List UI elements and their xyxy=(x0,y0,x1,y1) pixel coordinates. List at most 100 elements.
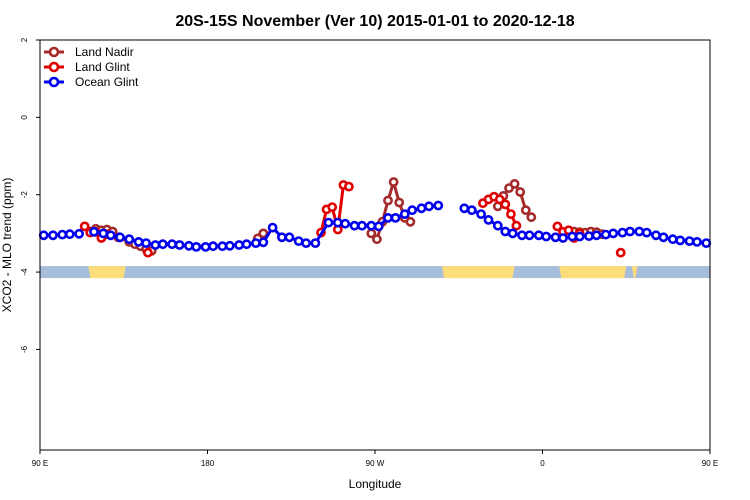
legend-label: Land Nadir xyxy=(75,45,134,59)
data-point xyxy=(520,205,531,216)
data-point xyxy=(174,240,185,250)
data-point xyxy=(492,220,503,231)
data-point xyxy=(509,178,520,189)
data-point xyxy=(191,241,202,252)
land-mask-segment xyxy=(442,266,515,279)
data-point xyxy=(74,228,84,239)
data-point xyxy=(371,234,382,245)
data-point xyxy=(383,212,393,223)
data-point xyxy=(500,226,511,237)
data-point xyxy=(258,228,269,239)
land-mask-segment xyxy=(631,266,638,279)
data-point xyxy=(323,217,334,228)
data-point xyxy=(105,230,116,241)
y-axis-label: XCO2 - MLO trend (ppm) xyxy=(0,178,14,313)
data-point xyxy=(667,234,678,245)
data-point xyxy=(48,230,58,241)
data-point xyxy=(533,230,544,241)
data-point xyxy=(89,226,99,237)
data-point xyxy=(433,200,444,211)
data-point xyxy=(64,229,75,240)
data-point xyxy=(241,239,252,250)
data-point xyxy=(267,222,278,233)
data-point xyxy=(500,199,511,210)
data-point xyxy=(407,205,418,216)
data-point xyxy=(200,241,211,252)
data-point xyxy=(183,240,194,251)
data-point xyxy=(608,228,619,239)
data-point xyxy=(141,238,151,248)
land-mask-segment xyxy=(88,266,126,279)
data-point xyxy=(383,195,393,206)
data-point xyxy=(505,209,516,219)
data-point xyxy=(208,241,218,252)
data-point xyxy=(258,237,269,248)
legend-swatch-marker xyxy=(48,76,60,88)
data-point xyxy=(651,230,661,241)
data-point xyxy=(641,227,652,238)
series-ocean-glint xyxy=(38,200,712,252)
data-point xyxy=(526,212,537,223)
data-point xyxy=(373,221,384,232)
data-point xyxy=(701,238,712,248)
data-point xyxy=(424,201,434,212)
data-point xyxy=(349,220,360,231)
data-point xyxy=(234,240,244,250)
data-point xyxy=(416,203,427,214)
data-point xyxy=(558,233,568,243)
data-point xyxy=(507,228,518,239)
data-point xyxy=(79,221,90,232)
y-tick-label: -6 xyxy=(20,345,29,353)
data-point xyxy=(142,247,153,258)
data-point xyxy=(552,221,563,232)
data-point xyxy=(394,197,405,208)
data-point xyxy=(634,226,645,237)
data-point xyxy=(459,203,470,214)
data-point xyxy=(293,236,304,246)
data-point xyxy=(150,240,161,250)
data-point xyxy=(617,227,628,238)
data-point xyxy=(224,240,235,251)
y-tick-label: 0 xyxy=(20,115,29,120)
data-point xyxy=(250,238,261,248)
data-point xyxy=(133,236,144,247)
legend-swatch-marker xyxy=(48,46,60,58)
data-point xyxy=(115,232,125,243)
legend-label: Ocean Glint xyxy=(75,75,139,89)
data-point xyxy=(692,236,702,247)
data-point xyxy=(357,220,367,231)
data-point xyxy=(574,231,585,242)
data-point xyxy=(98,228,109,239)
data-point xyxy=(327,202,338,212)
data-point xyxy=(584,231,594,241)
data-point xyxy=(524,230,535,241)
data-point xyxy=(57,229,68,240)
data-point xyxy=(517,230,527,241)
data-point xyxy=(511,220,522,231)
data-point xyxy=(340,218,351,229)
data-point xyxy=(494,194,505,205)
data-point xyxy=(684,236,695,246)
x-tick-label: 90 E xyxy=(32,459,48,468)
data-point xyxy=(515,187,526,197)
data-point xyxy=(388,177,399,187)
data-point xyxy=(157,239,168,250)
x-tick-label: 90 W xyxy=(366,459,385,468)
data-point xyxy=(284,232,295,243)
data-point xyxy=(366,220,377,231)
y-tick-label: -2 xyxy=(20,191,29,199)
data-point xyxy=(167,239,177,250)
data-point xyxy=(615,247,626,258)
x-tick-label: 180 xyxy=(201,459,215,468)
data-point xyxy=(625,226,635,237)
data-point xyxy=(600,229,611,240)
data-point xyxy=(332,217,343,228)
data-point xyxy=(124,234,135,245)
data-point xyxy=(390,212,401,223)
data-point xyxy=(466,205,477,216)
data-point xyxy=(38,230,49,241)
data-point xyxy=(310,238,321,248)
y-tick-label: 2 xyxy=(20,37,29,42)
data-point xyxy=(483,214,494,225)
